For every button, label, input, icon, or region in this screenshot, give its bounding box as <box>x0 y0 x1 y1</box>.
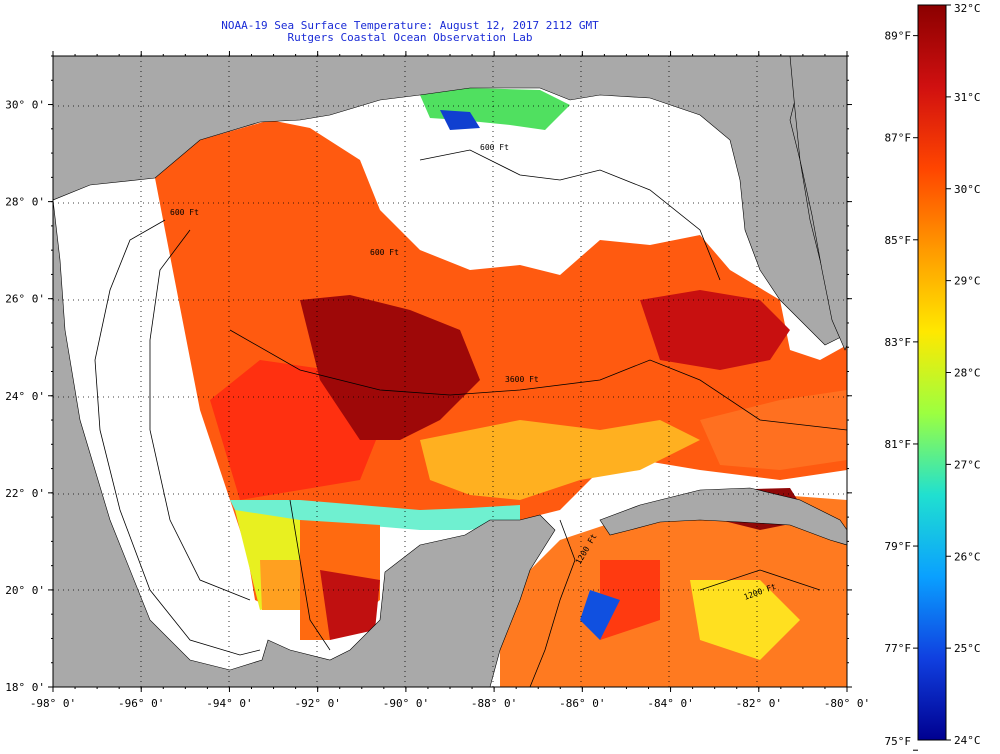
lat-tick-label: 24° 0' <box>5 390 45 403</box>
lat-tick-label: 20° 0' <box>5 584 45 597</box>
lon-tick-label: -88° 0' <box>471 697 517 710</box>
lon-tick-label: -90° 0' <box>383 697 429 710</box>
contour-label: 600 Ft <box>370 248 399 257</box>
contour-label: 600 Ft <box>170 208 199 217</box>
florida-land <box>770 56 847 351</box>
lon-tick-label: -84° 0' <box>647 697 693 710</box>
fahrenheit-label: 83°F <box>885 336 912 349</box>
lat-tick-label: 28° 0' <box>5 196 45 209</box>
cuba-land <box>599 487 847 546</box>
fahrenheit-label: 79°F <box>885 540 912 553</box>
fahrenheit-label: 85°F <box>885 234 912 247</box>
map-subtitle: Rutgers Coastal Ocean Observation Lab <box>287 31 533 44</box>
celsius-label: 31°C <box>954 91 981 104</box>
lon-tick-label: -94° 0' <box>206 697 252 710</box>
celsius-label: 30°C <box>954 183 981 196</box>
latitude-axis: 18° 0' 20° 0' 22° 0' 24° 0' 26° 0' 28° 0' 30° … <box>5 55 852 694</box>
celsius-label: 25°C <box>954 642 981 655</box>
contour-label: 600 Ft <box>480 143 509 152</box>
fahrenheit-label: 77°F <box>885 642 912 655</box>
celsius-label: 29°C <box>954 275 981 288</box>
lat-tick-label: 30° 0' <box>5 99 45 112</box>
celsius-label: 26°C <box>954 550 981 563</box>
fahrenheit-label: 81°F <box>885 438 912 451</box>
fahrenheit-label: 75°F <box>885 735 912 748</box>
celsius-label: 24°C <box>954 734 981 747</box>
map-title: NOAA-19 Sea Surface Temperature: August … <box>221 19 599 32</box>
depth-contours <box>94 149 847 687</box>
lat-tick-label: 18° 0' <box>5 681 45 694</box>
graticule <box>53 56 847 687</box>
celsius-label: 32°C <box>954 2 981 15</box>
lat-tick-label: 26° 0' <box>5 293 45 306</box>
fahrenheit-label: 87°F <box>885 132 912 145</box>
lon-tick-label: -92° 0' <box>294 697 340 710</box>
lon-tick-label: -98° 0' <box>30 697 76 710</box>
lon-tick-label: -82° 0' <box>736 697 782 710</box>
colorbar-ticks: 32°C 31°C 30°C 29°C 28°C 27°C 26°C 25°C 24°C 89°F… <box>885 2 981 751</box>
fahrenheit-label: 89°F <box>885 30 912 43</box>
celsius-label: 27°C <box>954 458 981 471</box>
lon-tick-label: -86° 0' <box>559 697 605 710</box>
celsius-label: 28°C <box>954 367 981 380</box>
lat-tick-label: 22° 0' <box>5 487 45 500</box>
colorbar <box>917 4 947 741</box>
lon-tick-label: -96° 0' <box>118 697 164 710</box>
lon-tick-label: -80° 0' <box>824 697 870 710</box>
sst-data-layer <box>155 58 847 687</box>
contour-label: 3600 Ft <box>505 375 539 384</box>
